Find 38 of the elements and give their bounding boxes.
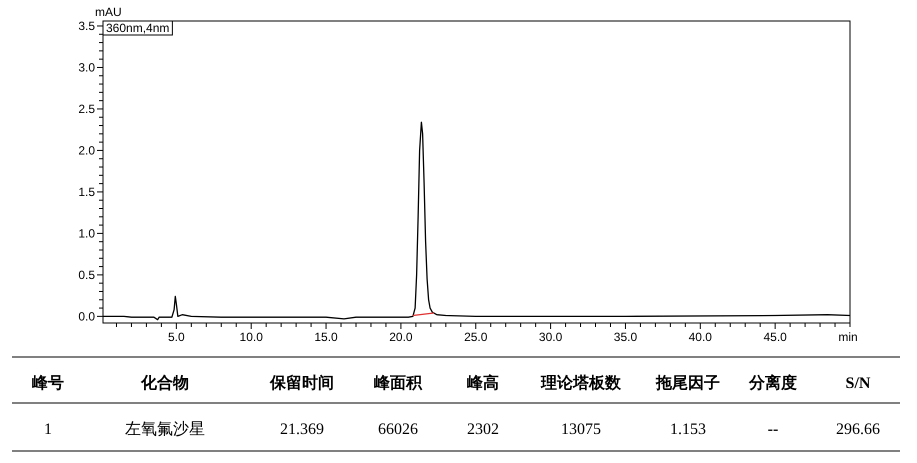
x-tick-label: 20.0: [389, 330, 413, 344]
text: S/N: [846, 375, 871, 392]
x-tick-label: 30.0: [538, 330, 563, 344]
x-tick-label: 25.0: [464, 330, 488, 344]
y-tick-label: 0.0: [78, 309, 96, 324]
x-axis-title: min: [838, 330, 858, 344]
x-tick-label: 35.0: [614, 330, 638, 344]
text: 理论塔板数: [540, 374, 622, 392]
text: 峰高: [467, 373, 499, 392]
y-tick-label: 3.5: [78, 18, 96, 33]
y-tick-label: 0.5: [78, 268, 96, 282]
text: 保留时间: [269, 374, 334, 392]
text: 峰号: [32, 374, 64, 392]
text: 66026: [378, 421, 418, 438]
text: --: [768, 421, 778, 438]
text: 化合物: [140, 374, 189, 392]
text: 峰面积: [374, 374, 423, 392]
text: 296.66: [836, 421, 880, 438]
y-tick-label: 2.5: [78, 102, 96, 116]
y-tick-label: 1.0: [78, 226, 96, 240]
text: 13075: [561, 421, 601, 438]
text: 拖尾因子: [655, 374, 720, 392]
x-tick-label: 40.0: [688, 330, 712, 344]
text: 分离度: [748, 373, 797, 392]
text: 1.153: [670, 421, 706, 438]
y-tick-label: 2.0: [78, 143, 96, 158]
x-tick-label: 10.0: [240, 330, 264, 344]
x-tick-label: 15.0: [314, 330, 338, 344]
y-axis-title: mAU: [95, 5, 122, 19]
y-tick-label: 1.5: [78, 184, 96, 199]
y-tick-label: 3.0: [78, 60, 96, 74]
text: 左氧氟沙星: [125, 420, 205, 438]
x-tick-label: 5.0: [168, 330, 186, 344]
x-tick-label: 45.0: [763, 330, 788, 344]
text: 2302: [467, 421, 499, 438]
text: 1: [44, 421, 52, 438]
text: 21.369: [280, 421, 324, 438]
annotation: 360nm,4nm: [106, 21, 170, 35]
